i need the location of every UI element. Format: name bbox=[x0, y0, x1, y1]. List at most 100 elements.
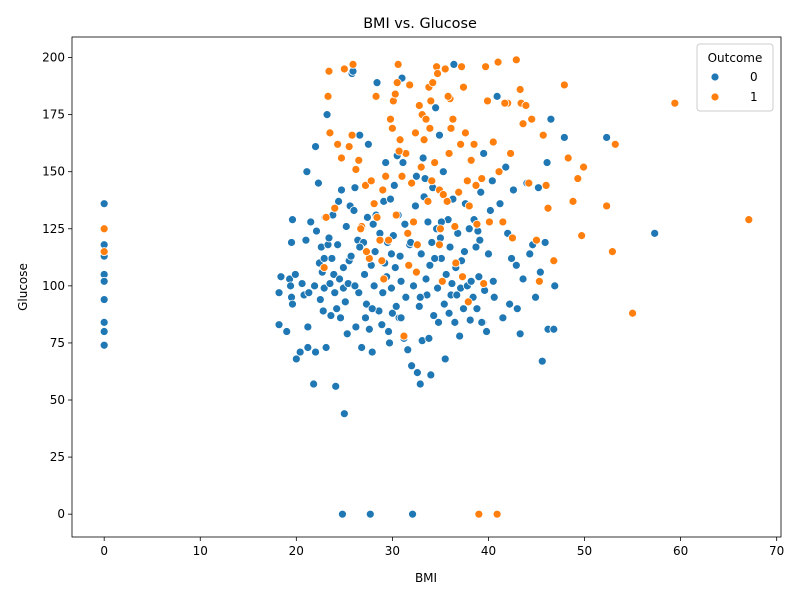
data-point-outcome-1 bbox=[471, 181, 481, 190]
data-point-outcome-1 bbox=[99, 224, 109, 234]
data-point-outcome-0 bbox=[488, 276, 498, 286]
data-point-outcome-1 bbox=[354, 155, 364, 165]
data-point-outcome-0 bbox=[386, 194, 395, 204]
data-point-outcome-0 bbox=[429, 311, 439, 320]
data-point-outcome-0 bbox=[315, 295, 325, 304]
data-point-outcome-0 bbox=[387, 283, 396, 293]
data-point-outcome-1 bbox=[493, 57, 503, 67]
data-point-outcome-0 bbox=[291, 354, 301, 364]
data-point-outcome-0 bbox=[287, 238, 296, 247]
data-point-outcome-1 bbox=[466, 155, 476, 165]
data-point-outcome-0 bbox=[319, 283, 329, 293]
data-point-outcome-0 bbox=[472, 304, 482, 314]
data-point-outcome-1 bbox=[390, 89, 400, 99]
data-point-outcome-0 bbox=[330, 288, 340, 298]
data-point-outcome-0 bbox=[455, 331, 465, 341]
data-point-outcome-1 bbox=[500, 98, 510, 108]
data-point-outcome-0 bbox=[310, 281, 319, 291]
data-point-outcome-1 bbox=[430, 158, 440, 167]
data-point-outcome-0 bbox=[531, 292, 540, 302]
y-tick-label: 150 bbox=[42, 165, 65, 179]
x-tick-label: 50 bbox=[577, 544, 592, 558]
data-point-outcome-1 bbox=[362, 247, 371, 257]
data-point-outcome-0 bbox=[650, 228, 660, 238]
data-point-outcome-0 bbox=[387, 249, 396, 259]
data-point-outcome-0 bbox=[479, 149, 489, 158]
data-point-outcome-0 bbox=[304, 288, 314, 298]
data-point-outcome-1 bbox=[628, 308, 637, 318]
legend-label-outcome-0: 0 bbox=[750, 70, 758, 84]
data-point-outcome-0 bbox=[391, 302, 401, 311]
data-point-outcome-1 bbox=[563, 153, 573, 163]
data-point-outcome-1 bbox=[412, 267, 421, 277]
data-point-outcome-0 bbox=[474, 272, 484, 282]
data-point-outcome-0 bbox=[424, 333, 434, 343]
data-point-outcome-0 bbox=[274, 320, 284, 330]
data-point-outcome-0 bbox=[336, 313, 345, 323]
data-point-outcome-0 bbox=[333, 240, 343, 250]
data-point-outcome-1 bbox=[472, 219, 482, 229]
data-point-outcome-0 bbox=[518, 274, 528, 284]
data-point-outcome-0 bbox=[369, 281, 379, 291]
data-point-outcome-1 bbox=[670, 98, 680, 108]
data-point-outcome-0 bbox=[416, 249, 426, 259]
data-point-outcome-0 bbox=[350, 281, 360, 291]
data-point-outcome-0 bbox=[515, 329, 525, 339]
data-point-outcome-0 bbox=[319, 254, 329, 263]
data-point-outcome-0 bbox=[537, 356, 547, 366]
data-point-outcome-1 bbox=[366, 176, 376, 186]
data-point-outcome-0 bbox=[495, 199, 505, 209]
data-point-outcome-0 bbox=[349, 206, 359, 215]
data-point-outcome-0 bbox=[396, 276, 406, 286]
data-point-outcome-0 bbox=[489, 292, 499, 302]
data-point-outcome-1 bbox=[344, 142, 354, 151]
data-point-outcome-0 bbox=[365, 509, 375, 519]
data-point-outcome-1 bbox=[372, 212, 382, 222]
data-point-outcome-0 bbox=[318, 306, 328, 316]
data-point-outcome-0 bbox=[357, 343, 367, 352]
data-point-outcome-0 bbox=[440, 354, 450, 364]
data-point-outcome-0 bbox=[350, 183, 360, 193]
data-point-outcome-0 bbox=[295, 347, 305, 357]
data-point-outcome-0 bbox=[389, 181, 399, 190]
data-point-outcome-1 bbox=[463, 297, 473, 307]
data-point-outcome-0 bbox=[431, 103, 441, 113]
data-point-outcome-1 bbox=[573, 174, 583, 183]
data-point-outcome-1 bbox=[559, 80, 569, 90]
data-point-outcome-1 bbox=[433, 69, 442, 78]
data-point-outcome-0 bbox=[445, 242, 455, 252]
data-point-outcome-0 bbox=[415, 292, 425, 302]
data-point-outcome-0 bbox=[346, 251, 356, 261]
data-point-outcome-0 bbox=[381, 158, 391, 167]
data-point-outcome-0 bbox=[430, 254, 440, 263]
data-point-outcome-1 bbox=[399, 331, 409, 341]
data-point-outcome-1 bbox=[442, 196, 452, 206]
legend-marker-outcome-1 bbox=[710, 92, 720, 102]
data-point-outcome-1 bbox=[518, 119, 528, 129]
data-point-outcome-0 bbox=[339, 409, 349, 419]
data-point-outcome-0 bbox=[321, 343, 331, 352]
data-point-outcome-1 bbox=[488, 137, 498, 147]
data-point-outcome-0 bbox=[602, 133, 612, 142]
data-point-outcome-0 bbox=[412, 171, 421, 181]
data-point-outcome-0 bbox=[337, 185, 346, 195]
legend-label-outcome-1: 1 bbox=[750, 90, 758, 104]
data-point-outcome-1 bbox=[361, 181, 370, 190]
data-point-outcome-0 bbox=[363, 139, 373, 149]
data-point-outcome-0 bbox=[550, 281, 560, 291]
y-tick-label: 100 bbox=[42, 279, 65, 293]
data-point-outcome-1 bbox=[337, 153, 346, 163]
chart-title: BMI vs. Glucose bbox=[363, 16, 477, 32]
data-point-outcome-1 bbox=[330, 203, 340, 213]
data-point-outcome-1 bbox=[474, 509, 484, 519]
data-point-outcome-0 bbox=[303, 343, 313, 352]
data-point-outcome-1 bbox=[532, 235, 541, 245]
y-axis-label: Glucose bbox=[16, 263, 30, 311]
data-point-outcome-1 bbox=[524, 178, 534, 188]
data-point-outcome-0 bbox=[335, 274, 344, 284]
data-point-outcome-0 bbox=[99, 199, 109, 209]
data-point-outcome-0 bbox=[372, 78, 382, 88]
data-point-outcome-1 bbox=[321, 212, 331, 222]
data-point-outcome-1 bbox=[443, 91, 453, 101]
